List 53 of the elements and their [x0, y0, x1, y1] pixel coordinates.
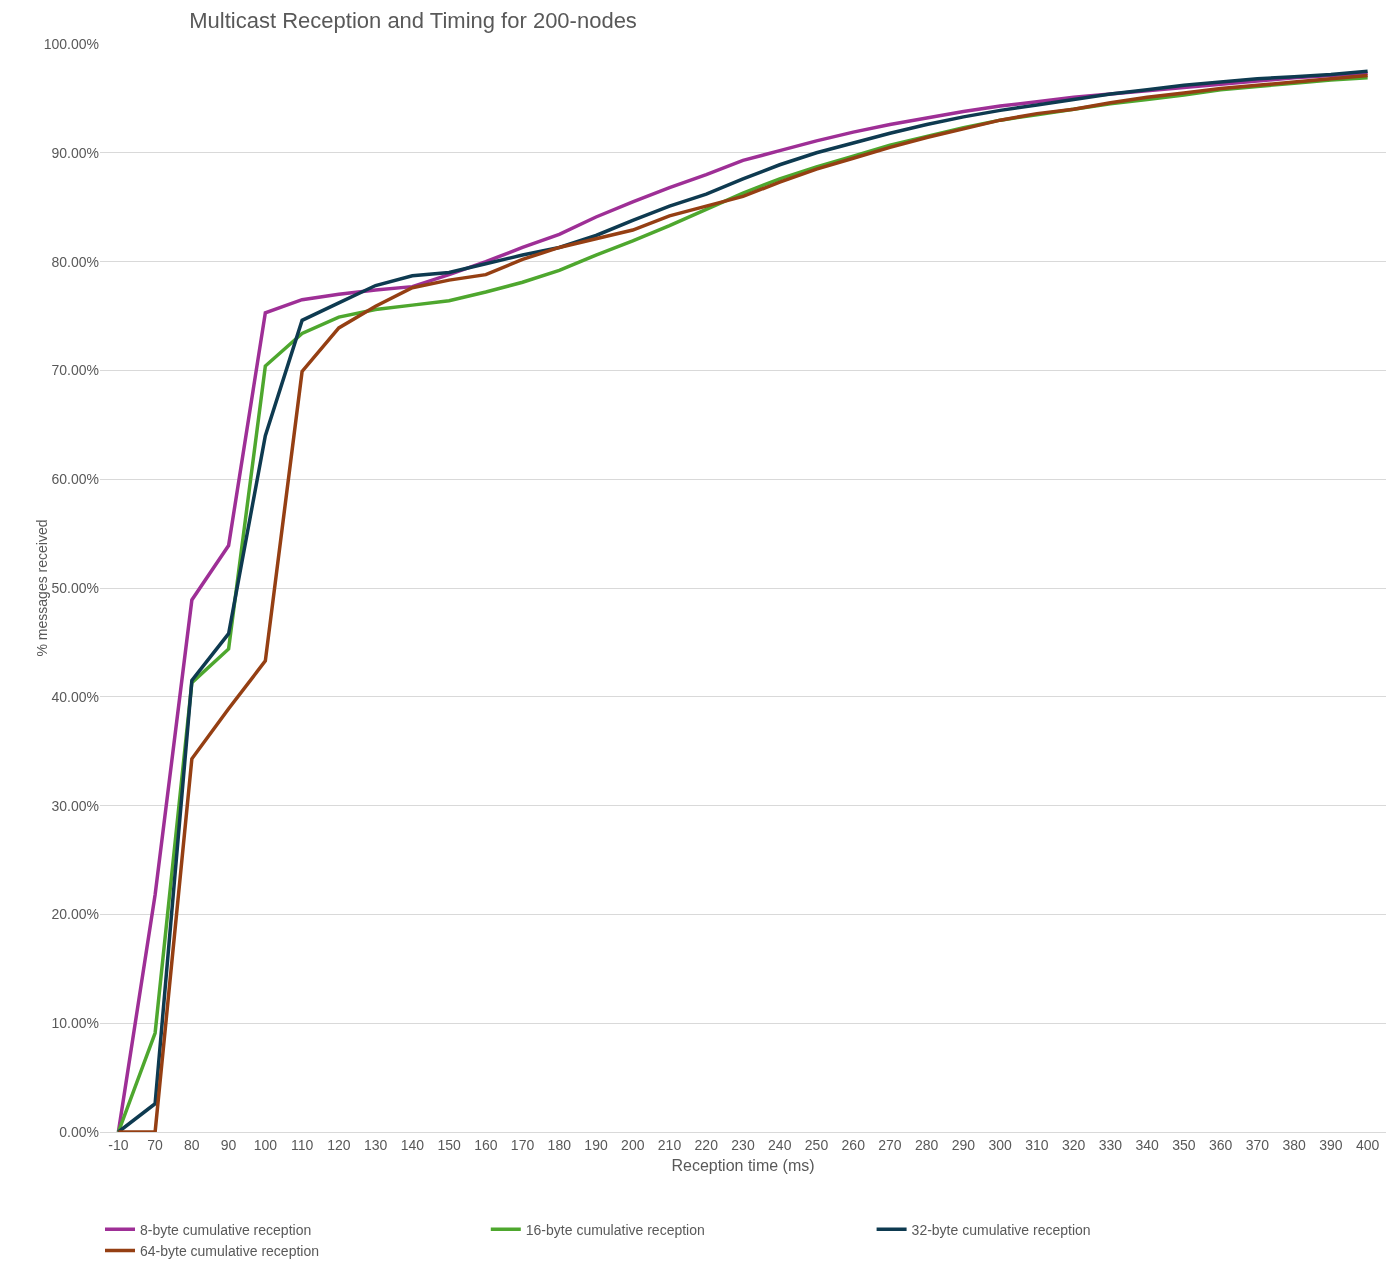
x-tick-label: 70: [147, 1136, 164, 1153]
x-tick-label: 400: [1355, 1136, 1380, 1153]
x-tick-label: 360: [1208, 1136, 1233, 1153]
x-tick-label: 240: [768, 1136, 792, 1153]
x-tick-label: 220: [694, 1136, 719, 1153]
y-tick-label: 0.00%: [59, 1123, 99, 1140]
x-tick-label: -10: [108, 1136, 129, 1153]
y-tick-label: 60.00%: [51, 471, 99, 488]
y-tick-label: 10.00%: [51, 1015, 99, 1032]
x-tick-label: 250: [804, 1136, 829, 1153]
x-tick-label: 300: [988, 1136, 1013, 1153]
x-tick-label: 150: [437, 1136, 461, 1153]
legend-label: 32-byte cumulative reception: [911, 1221, 1091, 1238]
x-tick-label: 310: [1025, 1136, 1049, 1153]
x-tick-label: 140: [400, 1136, 425, 1153]
x-tick-label: 330: [1098, 1136, 1123, 1153]
y-tick-label: 100.00%: [43, 35, 99, 52]
y-tick-label: 30.00%: [51, 797, 99, 814]
y-tick-label: 70.00%: [51, 362, 99, 379]
y-tick-label: 20.00%: [51, 906, 99, 923]
x-tick-label: 270: [878, 1136, 902, 1153]
x-axis-title: Reception time (ms): [671, 1157, 815, 1175]
x-tick-label: 110: [290, 1136, 314, 1153]
y-tick-label: 40.00%: [51, 688, 99, 705]
legend-label: 8-byte cumulative reception: [140, 1221, 312, 1238]
x-tick-label: 90: [220, 1136, 237, 1153]
legend-label: 64-byte cumulative reception: [140, 1242, 319, 1259]
y-axis-title: % messages received: [33, 519, 50, 657]
x-tick-label: 350: [1172, 1136, 1196, 1153]
x-tick-label: 130: [363, 1136, 388, 1153]
x-tick-label: 260: [841, 1136, 866, 1153]
x-tick-label: 120: [327, 1136, 351, 1153]
y-tick-label: 50.00%: [51, 579, 99, 596]
legend-label: 16-byte cumulative reception: [525, 1221, 705, 1238]
x-tick-label: 280: [915, 1136, 939, 1153]
x-tick-label: 390: [1319, 1136, 1343, 1153]
y-tick-label: 90.00%: [51, 144, 99, 161]
x-tick-label: 80: [184, 1136, 200, 1153]
x-tick-label: 190: [584, 1136, 608, 1153]
x-tick-label: 160: [474, 1136, 498, 1153]
x-tick-label: 320: [1062, 1136, 1086, 1153]
x-tick-label: 170: [510, 1136, 535, 1153]
chart-title: Multicast Reception and Timing for 200-nodes: [189, 8, 637, 34]
x-tick-label: 380: [1282, 1136, 1307, 1153]
x-tick-label: 370: [1245, 1136, 1270, 1153]
x-tick-label: 100: [253, 1136, 278, 1153]
y-tick-label: 80.00%: [51, 253, 99, 270]
x-tick-label: 180: [547, 1136, 572, 1153]
x-tick-label: 290: [951, 1136, 976, 1153]
x-tick-label: 230: [731, 1136, 755, 1153]
x-tick-label: 210: [657, 1136, 682, 1153]
x-tick-label: 200: [621, 1136, 645, 1153]
x-tick-label: 340: [1135, 1136, 1160, 1153]
